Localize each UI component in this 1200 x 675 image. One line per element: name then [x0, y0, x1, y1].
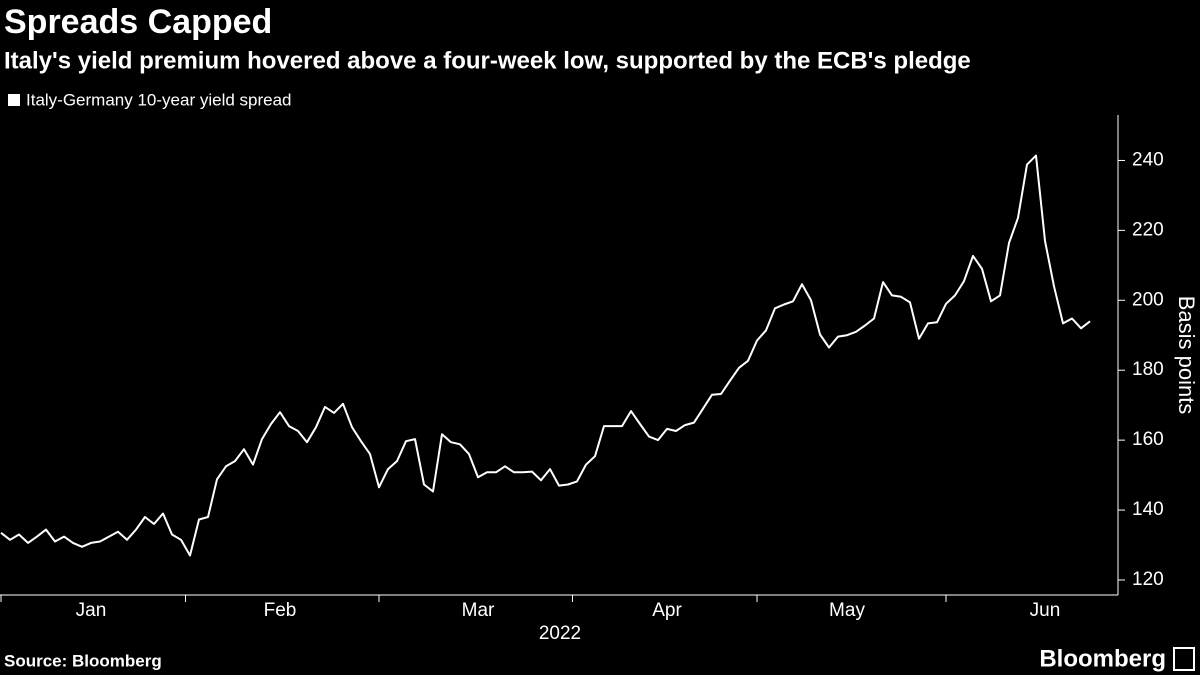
y-tick-label: 240 [1132, 149, 1164, 170]
chart-subtitle: Italy's yield premium hovered above a fo… [4, 47, 971, 74]
x-tick-label: Jun [1030, 600, 1061, 621]
x-tick-label: Feb [264, 600, 297, 621]
chart-title: Spreads Capped [4, 3, 272, 41]
brand-icon [1173, 647, 1195, 671]
y-tick-label: 200 [1132, 289, 1164, 310]
x-tick-label: Mar [462, 600, 495, 621]
x-tick-label: May [829, 600, 865, 621]
brand: Bloomberg [1039, 645, 1166, 672]
legend-swatch [8, 94, 20, 106]
y-tick-label: 180 [1132, 359, 1164, 380]
x-axis-label: 2022 [539, 623, 581, 644]
series-line [0, 154, 1091, 557]
x-tick-label: Jan [76, 600, 107, 621]
y-tick-label: 160 [1132, 429, 1164, 450]
y-tick-label: 120 [1132, 569, 1164, 590]
y-axis-label: Basis points [1174, 296, 1199, 415]
y-tick-label: 140 [1132, 499, 1164, 520]
source: Source: Bloomberg [4, 651, 162, 670]
y-tick-label: 220 [1132, 219, 1164, 240]
legend-label: Italy-Germany 10-year yield spread [26, 90, 292, 109]
x-tick-label: Apr [652, 600, 682, 621]
